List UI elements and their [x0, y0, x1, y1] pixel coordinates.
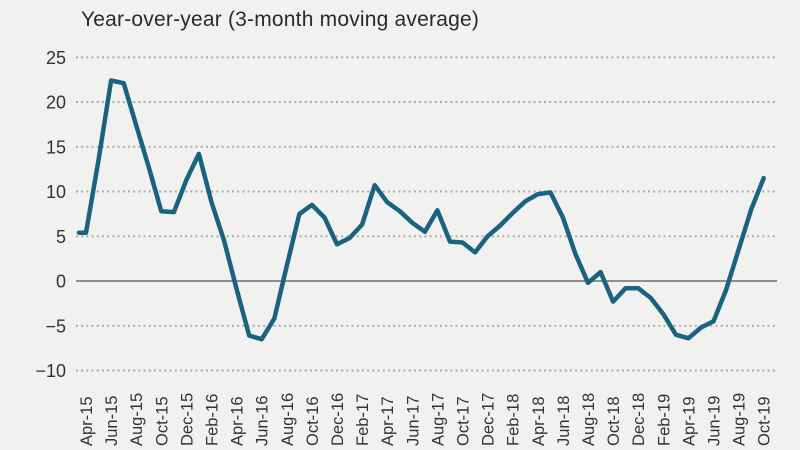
- x-tick-label: Aug-17: [429, 393, 447, 446]
- x-tick-label: Apr-16: [229, 396, 247, 446]
- x-tick-label: Apr-19: [680, 396, 698, 446]
- y-tick-label: −5: [45, 316, 66, 336]
- y-axis-labels: 25 20 15 10 5 0 −5 −10: [35, 48, 66, 381]
- y-tick-label: −10: [35, 361, 66, 381]
- x-tick-label: Jun-16: [254, 396, 272, 446]
- x-tick-label: Oct-18: [605, 396, 623, 446]
- chart-title: Year-over-year (3-month moving average): [81, 8, 480, 31]
- data-line: [76, 78, 766, 342]
- x-tick-label: Feb-19: [655, 394, 673, 446]
- x-tick-label: Jun-18: [555, 396, 573, 446]
- x-tick-label: Dec-17: [480, 393, 498, 446]
- y-tick-label: 0: [56, 272, 66, 292]
- x-tick-label: Oct-15: [153, 396, 171, 446]
- x-tick-label: Apr-17: [379, 396, 397, 446]
- x-tick-label: Oct-19: [756, 396, 774, 446]
- y-tick-label: 20: [46, 93, 66, 113]
- x-tick-label: Aug-15: [128, 393, 146, 446]
- y-tick-label: 25: [46, 48, 66, 68]
- x-tick-label: Jun-17: [404, 396, 422, 446]
- x-tick-label: Aug-18: [580, 393, 598, 446]
- x-tick-label: Oct-17: [455, 396, 473, 446]
- x-tick-label: Jun-19: [706, 396, 724, 446]
- x-tick-label: Feb-16: [204, 394, 222, 446]
- x-tick-label: Apr-18: [530, 396, 548, 446]
- y-tick-label: 15: [46, 137, 66, 157]
- y-tick-label: 10: [46, 182, 66, 202]
- x-tick-label: Aug-16: [279, 393, 297, 446]
- y-tick-label: 5: [56, 227, 66, 247]
- x-tick-label: Dec-16: [329, 393, 347, 446]
- x-tick-label: Feb-17: [354, 394, 372, 446]
- x-tick-label: Oct-16: [304, 396, 322, 446]
- x-tick-label: Aug-19: [731, 393, 749, 446]
- x-tick-label: Apr-15: [78, 396, 96, 446]
- gridlines-group: [76, 56, 777, 372]
- x-tick-label: Feb-18: [505, 394, 523, 446]
- x-tick-label: Jun-15: [103, 396, 121, 446]
- x-tick-label: Dec-18: [630, 393, 648, 446]
- x-axis-labels: Apr-15 Jun-15 Aug-15 Oct-15 Dec-15 Feb-16 Apr-…: [78, 393, 774, 446]
- x-tick-label: Dec-15: [178, 393, 196, 446]
